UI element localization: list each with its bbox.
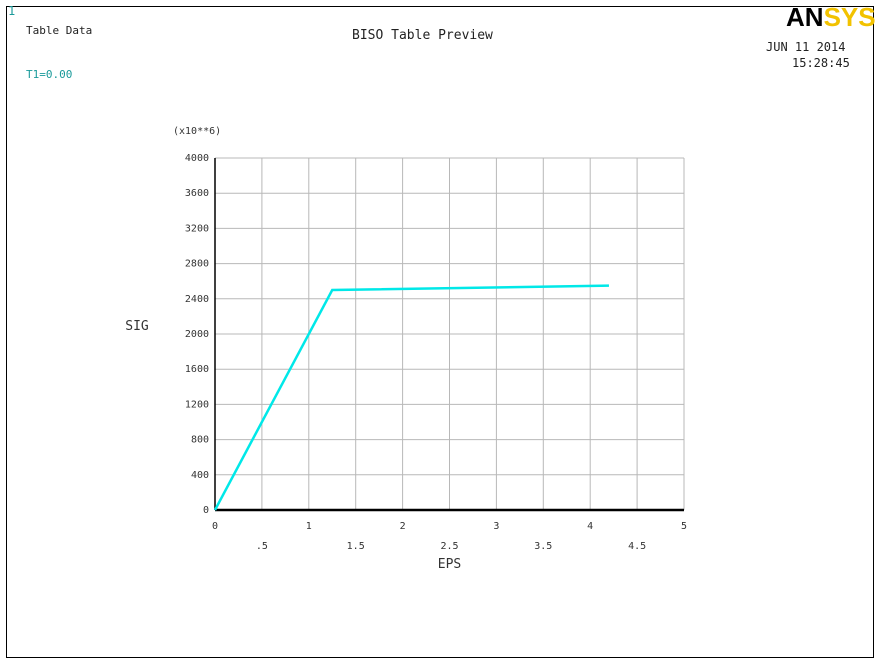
graphics-window xyxy=(6,6,874,658)
y-tick-label: 2800 xyxy=(185,259,209,270)
x-tick-label: 3 xyxy=(493,521,499,532)
y-axis-label: SIG xyxy=(125,319,149,334)
y-tick-label: 4000 xyxy=(185,153,209,164)
y-tick-label: 3200 xyxy=(185,223,209,234)
series-line xyxy=(213,284,609,511)
y-tick-label: 800 xyxy=(191,435,209,446)
y-tick-label: 0 xyxy=(203,505,209,516)
y-tick-label: 1600 xyxy=(185,364,209,375)
y-tick-label: 400 xyxy=(191,470,209,481)
logo-part-sys: SYS xyxy=(823,2,876,32)
time-stamp: 15:28:45 xyxy=(792,56,850,70)
x-tick-label: 4 xyxy=(587,521,593,532)
x-axis-label: EPS xyxy=(438,557,461,572)
y-tick-label: 3600 xyxy=(185,188,209,199)
temperature-label: T1=0.00 xyxy=(26,68,73,81)
page-title: BISO Table Preview xyxy=(352,28,493,43)
ansys-logo: ANSYS xyxy=(786,2,876,33)
y-tick-label: 2400 xyxy=(185,294,209,305)
x-tick-label: 5 xyxy=(681,521,687,532)
x-tick-label: 1 xyxy=(306,521,312,532)
window-number: 1 xyxy=(8,4,16,18)
y-tick-label: 1200 xyxy=(185,399,209,410)
logo-part-an: AN xyxy=(786,2,824,32)
x-tick-label-minor: 4.5 xyxy=(628,541,646,552)
x-tick-label: 2 xyxy=(400,521,406,532)
table-data-label: Table Data xyxy=(26,24,93,37)
date-stamp: JUN 11 2014 xyxy=(766,40,846,54)
x-tick-label-minor: .5 xyxy=(256,541,268,552)
y-tick-label: 2000 xyxy=(185,329,209,340)
x-tick-label-minor: 2.5 xyxy=(440,541,458,552)
y-multiplier-label: (x10**6) xyxy=(173,126,221,137)
x-tick-label: 0 xyxy=(212,521,218,532)
x-tick-label-minor: 3.5 xyxy=(534,541,552,552)
x-tick-label-minor: 1.5 xyxy=(347,541,365,552)
